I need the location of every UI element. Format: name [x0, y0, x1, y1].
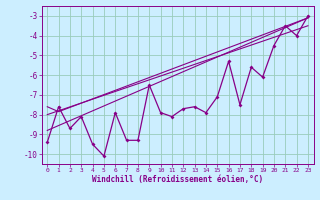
- X-axis label: Windchill (Refroidissement éolien,°C): Windchill (Refroidissement éolien,°C): [92, 175, 263, 184]
